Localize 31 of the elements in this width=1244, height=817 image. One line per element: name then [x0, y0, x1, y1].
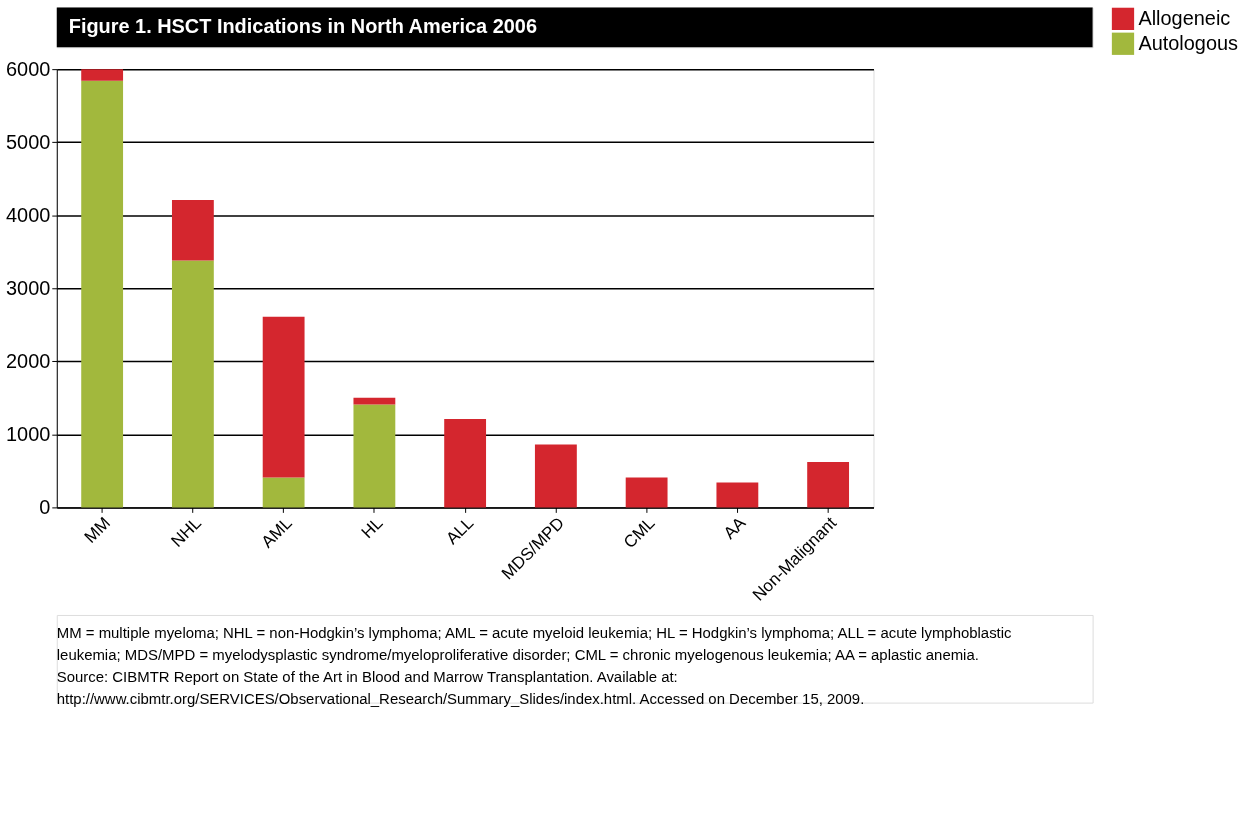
legend-label: Allogeneic	[1138, 6, 1231, 29]
bar	[81, 69, 124, 81]
y-tick-label: 3000	[6, 276, 51, 299]
text: MM = multiple myeloma; NHL = non-Hodgkin’s lymphoma; AML = acute myeloid leukemia; HL = Hodgkin’s lymphoma; ALL = acute lymphoblastic leukemia; MDS/MPD = myelodysplastic syndrome/myeloproliferative disorder; CML = chronic myelogenous leukemia; AA = aplastic anemia.	[56, 623, 1013, 663]
bar	[534, 444, 577, 508]
x-tick-label: ALL	[442, 513, 478, 549]
bar	[262, 316, 305, 478]
bar	[171, 199, 214, 261]
x-tick-label: MM	[80, 513, 115, 547]
legend-label: Autologous	[1138, 31, 1239, 54]
x-tick-label: CML	[619, 513, 659, 553]
bar	[444, 419, 487, 508]
bar	[353, 397, 396, 405]
y-tick-label: 1000	[6, 422, 51, 445]
y-tick-label: 4000	[6, 203, 51, 226]
bar	[807, 462, 850, 508]
bar	[262, 477, 305, 508]
x-tick-label: AA	[719, 512, 750, 543]
y-tick-label: 6000	[6, 57, 51, 80]
chart-title: Figure 1. HSCT Indications in North America 2006	[68, 15, 538, 38]
source-note: Source: CIBMTR Report on State of the Art in Blood and Marrow Transplantation. Available at: http://www.cibmtr.org/SERVICES/Observational_Research/Summary_Slides/index.html. Accessed on December 15, 2009.	[56, 667, 865, 707]
x-tick-label: HL	[357, 513, 387, 543]
bar	[171, 260, 214, 508]
y-tick-label: 5000	[6, 130, 51, 153]
bar	[716, 482, 759, 508]
x-tick-label: NHL	[167, 513, 205, 551]
bar	[353, 404, 396, 508]
y-tick-label: 0	[39, 495, 51, 518]
y-tick-label: 2000	[6, 349, 51, 372]
bar	[625, 477, 668, 508]
bar	[81, 80, 124, 508]
